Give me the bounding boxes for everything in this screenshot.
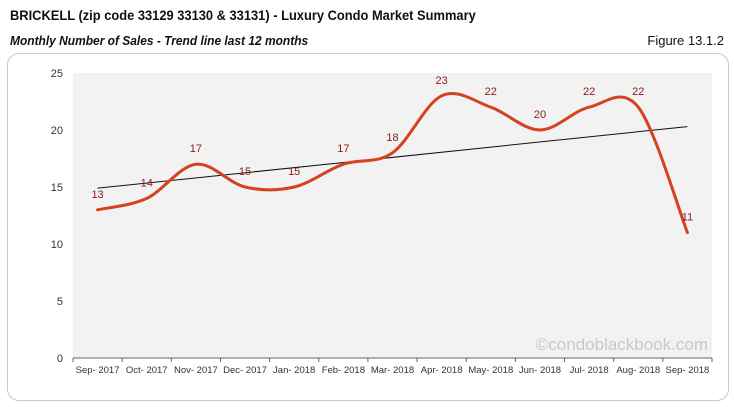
data-label: 23 xyxy=(436,75,448,87)
x-tick-label: Oct- 2017 xyxy=(126,365,168,376)
trend-line xyxy=(97,126,688,189)
x-tick-label: Mar- 2018 xyxy=(371,365,414,376)
data-label: 14 xyxy=(141,177,153,189)
y-tick-label: 15 xyxy=(51,182,63,194)
y-tick-label: 10 xyxy=(51,239,63,251)
x-tick-label: Nov- 2017 xyxy=(174,365,218,376)
data-label: 22 xyxy=(632,86,644,98)
figure-number: Figure 13.1.2 xyxy=(647,33,724,48)
watermark: ©condoblackbook.com xyxy=(536,335,708,354)
y-tick-label: 0 xyxy=(57,353,63,365)
data-label: 17 xyxy=(190,143,202,155)
data-label: 13 xyxy=(91,189,103,201)
series-line xyxy=(96,92,689,235)
data-label: 11 xyxy=(682,212,693,224)
data-label: 22 xyxy=(485,86,497,98)
x-tick-label: Feb- 2018 xyxy=(322,365,365,376)
chart-title: BRICKELL (zip code 33129 33130 & 33131) … xyxy=(10,7,476,23)
x-tick-label: Jan- 2018 xyxy=(273,365,315,376)
x-tick-label: May- 2018 xyxy=(468,365,513,376)
data-label: 20 xyxy=(534,109,546,121)
data-label: 15 xyxy=(288,166,300,178)
y-tick-label: 25 xyxy=(51,68,63,80)
x-tick-label: Jun- 2018 xyxy=(519,365,561,376)
x-tick-label: Aug- 2018 xyxy=(616,365,660,376)
plot-area xyxy=(73,73,712,358)
chart-frame xyxy=(7,53,729,401)
x-tick-label: Jul- 2018 xyxy=(570,365,609,376)
y-tick-label: 5 xyxy=(57,296,63,308)
x-tick-label: Sep- 2018 xyxy=(666,365,710,376)
data-label: 22 xyxy=(583,86,595,98)
chart-subtitle: Monthly Number of Sales - Trend line las… xyxy=(10,33,309,48)
x-tick-label: Sep- 2017 xyxy=(76,365,120,376)
x-tick-label: Apr- 2018 xyxy=(421,365,463,376)
data-label: 18 xyxy=(386,132,398,144)
data-label: 15 xyxy=(239,166,251,178)
x-tick-label: Dec- 2017 xyxy=(223,365,267,376)
y-tick-label: 20 xyxy=(51,125,63,137)
data-label: 17 xyxy=(337,143,349,155)
